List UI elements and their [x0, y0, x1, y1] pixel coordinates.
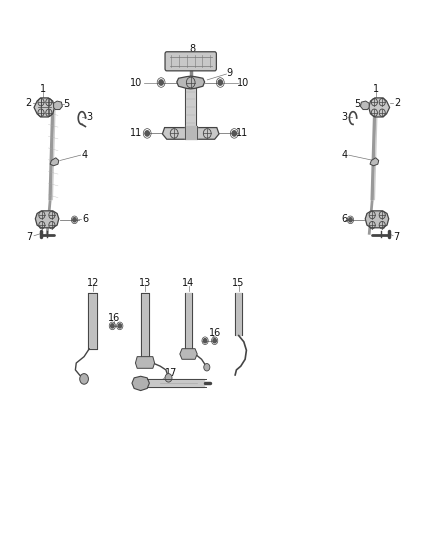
Circle shape: [145, 131, 149, 136]
Text: 4: 4: [82, 150, 88, 160]
Polygon shape: [365, 211, 389, 228]
Text: 16: 16: [208, 328, 221, 338]
Text: 5: 5: [64, 99, 70, 109]
Text: 14: 14: [182, 278, 194, 288]
Text: 8: 8: [190, 44, 196, 54]
Text: 11: 11: [130, 128, 142, 139]
Circle shape: [165, 374, 172, 382]
Text: 9: 9: [227, 68, 233, 78]
Text: 15: 15: [233, 278, 245, 288]
Text: 12: 12: [87, 278, 99, 288]
Circle shape: [213, 338, 216, 343]
Polygon shape: [132, 376, 149, 391]
Polygon shape: [360, 101, 369, 110]
Text: 10: 10: [130, 77, 142, 87]
Text: 11: 11: [236, 128, 248, 139]
Text: 7: 7: [27, 232, 33, 243]
Polygon shape: [50, 158, 59, 166]
Text: 5: 5: [354, 99, 360, 109]
Text: 6: 6: [82, 214, 88, 224]
Circle shape: [73, 217, 76, 222]
Polygon shape: [180, 349, 197, 359]
Text: 10: 10: [237, 77, 249, 87]
Text: 1: 1: [40, 84, 46, 94]
Text: 3: 3: [341, 112, 347, 122]
Text: 17: 17: [165, 368, 177, 377]
Text: 13: 13: [139, 278, 151, 288]
Circle shape: [118, 324, 121, 328]
Polygon shape: [53, 101, 62, 110]
Text: 4: 4: [341, 150, 347, 160]
Circle shape: [203, 338, 207, 343]
Circle shape: [349, 217, 352, 222]
Text: 2: 2: [394, 98, 401, 108]
Circle shape: [111, 324, 114, 328]
Polygon shape: [177, 76, 205, 89]
Circle shape: [232, 131, 237, 136]
Text: 7: 7: [393, 232, 400, 243]
Text: 6: 6: [341, 214, 347, 224]
Polygon shape: [135, 357, 155, 368]
Polygon shape: [35, 211, 59, 228]
Polygon shape: [370, 158, 379, 166]
Polygon shape: [162, 127, 219, 139]
Circle shape: [80, 374, 88, 384]
Text: 2: 2: [25, 98, 32, 108]
Polygon shape: [34, 98, 54, 117]
Text: 1: 1: [373, 84, 379, 94]
Circle shape: [204, 364, 210, 371]
Polygon shape: [369, 98, 390, 117]
Circle shape: [218, 80, 223, 85]
Circle shape: [159, 80, 163, 85]
FancyBboxPatch shape: [165, 52, 216, 71]
Text: 16: 16: [108, 313, 120, 324]
Text: 3: 3: [86, 112, 92, 122]
